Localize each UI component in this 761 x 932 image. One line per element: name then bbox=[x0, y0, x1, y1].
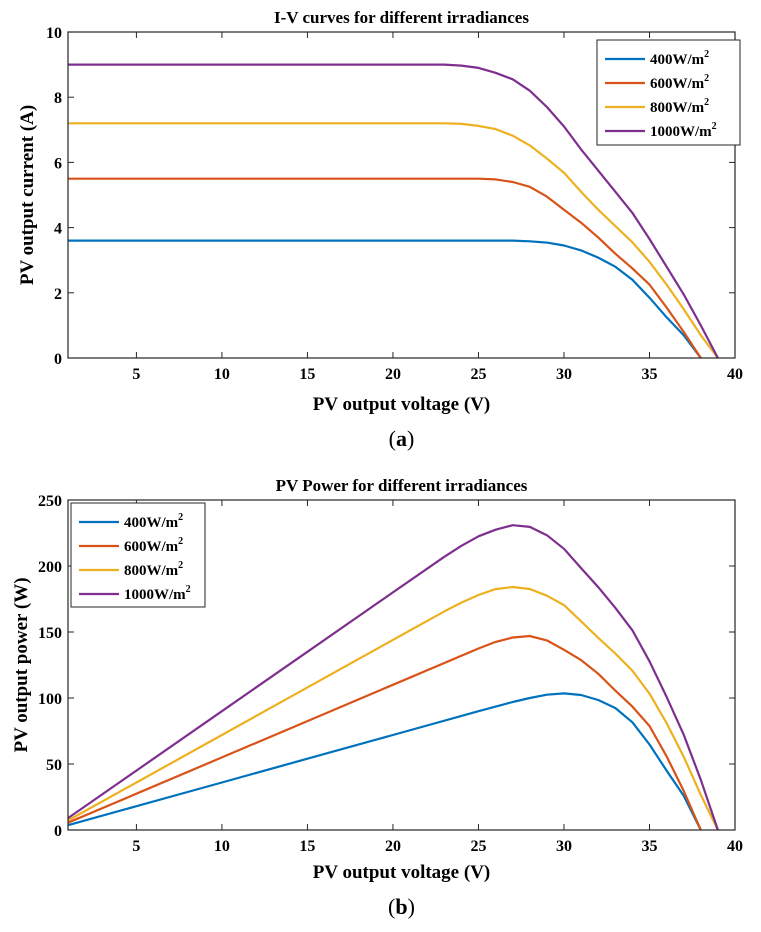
x-tick-label: 15 bbox=[299, 838, 315, 855]
legend-label-4: 1000W/m2 bbox=[124, 584, 191, 603]
x-tick-label: 10 bbox=[214, 366, 230, 383]
x-tick-label: 25 bbox=[470, 366, 486, 383]
y-axis-label: PV output power (W) bbox=[11, 577, 32, 752]
plot-frame bbox=[67, 31, 736, 359]
y-tick-label: 0 bbox=[54, 823, 62, 840]
series-line-1 bbox=[67, 692, 702, 831]
x-tick-label: 30 bbox=[556, 366, 572, 383]
series-line-4 bbox=[67, 524, 719, 831]
legend-label-4: 1000W/m2 bbox=[650, 121, 717, 140]
legend-label-2: 600W/m2 bbox=[650, 73, 709, 92]
x-tick-label: 35 bbox=[641, 366, 657, 383]
x-tick-label: 5 bbox=[132, 366, 140, 383]
x-axis-label: PV output voltage (V) bbox=[313, 394, 491, 415]
y-tick-label: 150 bbox=[38, 625, 62, 642]
legend: 400W/m2 600W/m2 800W/m2 1000W/m2 bbox=[596, 39, 741, 146]
series-line-3 bbox=[67, 585, 719, 831]
chart-title: I-V curves for different irradiances bbox=[274, 8, 529, 27]
x-tick-label: 35 bbox=[641, 838, 657, 855]
panel-caption: (b) bbox=[388, 894, 415, 919]
chart-title: PV Power for different irradiances bbox=[276, 476, 528, 495]
series-line-2 bbox=[68, 177, 702, 359]
y-tick-label: 8 bbox=[54, 90, 62, 107]
legend-label-3: 800W/m2 bbox=[650, 97, 709, 116]
series-line-3 bbox=[68, 122, 719, 359]
plot-frame bbox=[67, 499, 736, 831]
y-tick-label: 100 bbox=[38, 691, 62, 708]
legend-box bbox=[70, 502, 206, 608]
y-tick-label: 50 bbox=[46, 757, 62, 774]
legend-label-1: 400W/m2 bbox=[124, 512, 183, 531]
legend-label-3: 800W/m2 bbox=[124, 560, 183, 579]
y-tick-label: 6 bbox=[54, 155, 62, 172]
y-tick-label: 250 bbox=[38, 493, 62, 510]
y-tick-label: 4 bbox=[54, 221, 62, 238]
x-tick-label: 40 bbox=[727, 366, 743, 383]
x-tick-label: 40 bbox=[727, 838, 743, 855]
x-tick-label: 5 bbox=[132, 838, 140, 855]
legend-label-1: 400W/m2 bbox=[650, 49, 709, 68]
legend-label-2: 600W/m2 bbox=[124, 536, 183, 555]
legend-box bbox=[596, 39, 741, 146]
x-tick-label: 30 bbox=[556, 838, 572, 855]
series-line-1 bbox=[68, 239, 702, 359]
x-tick-label: 20 bbox=[385, 838, 401, 855]
series-line-2 bbox=[67, 634, 702, 831]
panel-caption: (a) bbox=[389, 426, 415, 451]
y-tick-label: 200 bbox=[38, 559, 62, 576]
series-line-4 bbox=[68, 63, 719, 359]
y-tick-label: 2 bbox=[54, 286, 62, 303]
x-tick-label: 10 bbox=[214, 838, 230, 855]
y-axis-label: PV output current (A) bbox=[17, 105, 38, 285]
chart-panel-a: I-V curves for different irradiances 5 10 1… bbox=[17, 8, 743, 451]
legend: 400W/m2 600W/m2 800W/m2 1000W/m2 bbox=[70, 502, 206, 608]
chart-panel-b: PV Power for different irradiances 5 10 15 2… bbox=[11, 476, 743, 919]
y-tick-label: 0 bbox=[54, 351, 62, 368]
x-axis-label: PV output voltage (V) bbox=[313, 862, 491, 883]
x-tick-label: 25 bbox=[470, 838, 486, 855]
x-tick-label: 20 bbox=[385, 366, 401, 383]
x-tick-label: 15 bbox=[299, 366, 315, 383]
y-tick-label: 10 bbox=[46, 25, 62, 42]
